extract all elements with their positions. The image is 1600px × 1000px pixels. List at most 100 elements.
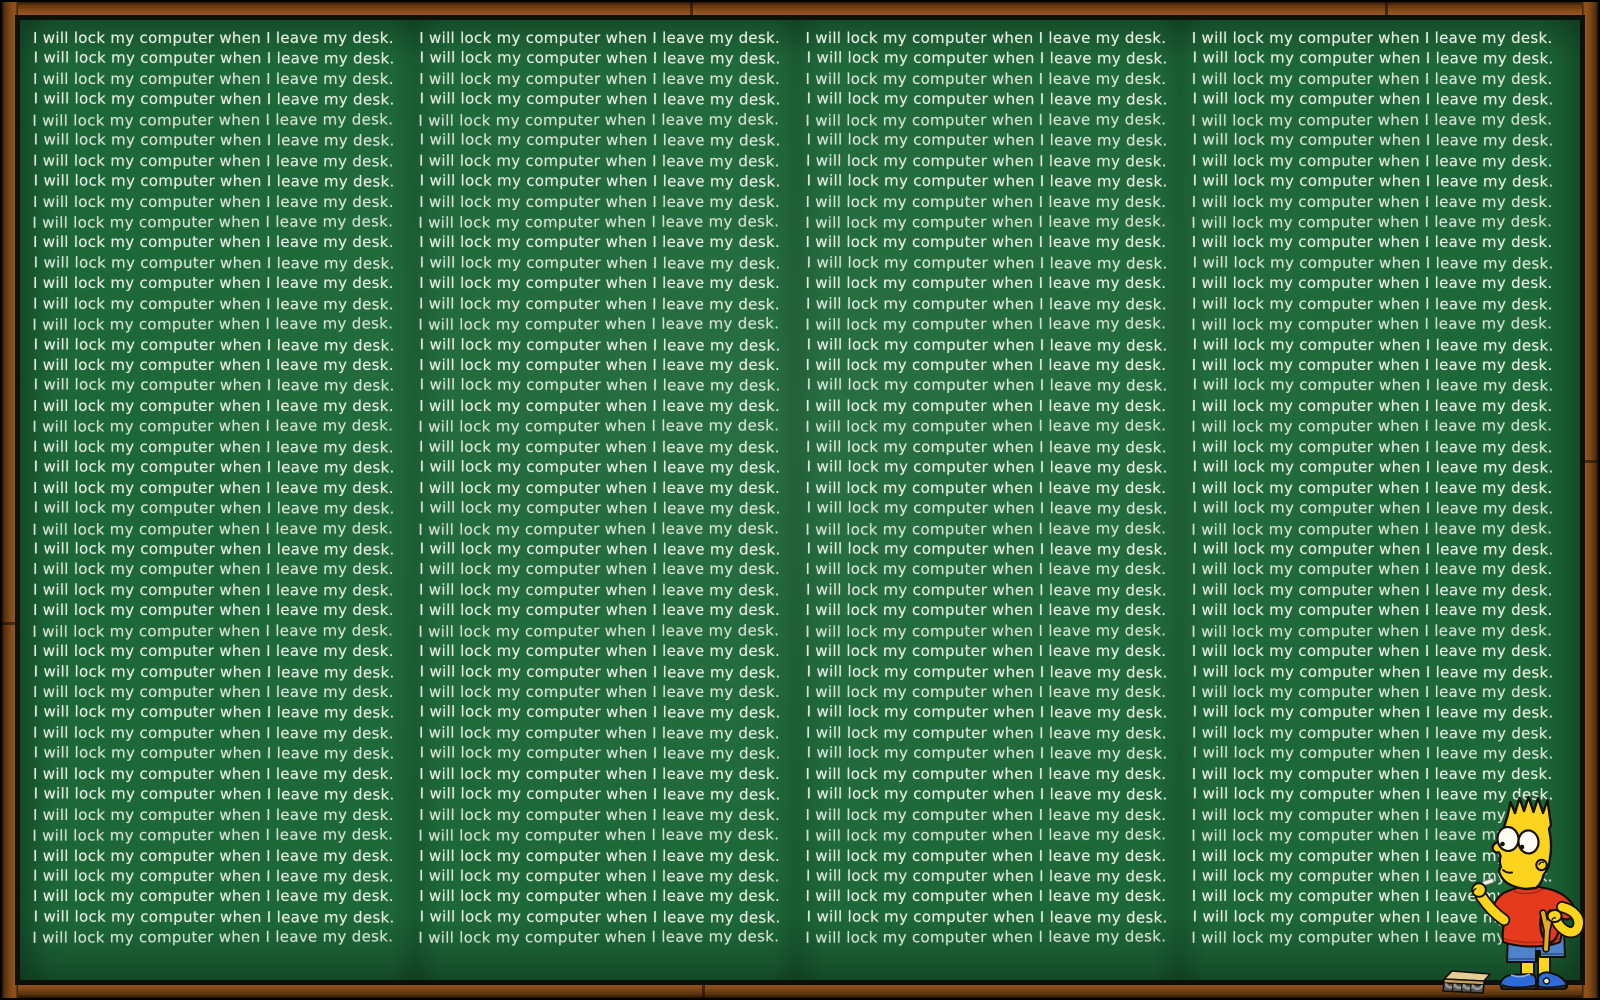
chalk-line: I will lock my computer when I leave my … bbox=[419, 642, 781, 661]
chalk-line: I will lock my computer when I leave my … bbox=[1191, 723, 1553, 743]
chalk-line: I will lock my computer when I leave my … bbox=[32, 294, 394, 314]
chalk-line: I will lock my computer when I leave my … bbox=[418, 825, 780, 845]
chalk-line: I will lock my computer when I leave my … bbox=[1192, 334, 1554, 355]
chalk-line: I will lock my computer when I leave my … bbox=[418, 314, 780, 334]
chalk-line: I will lock my computer when I leave my … bbox=[1192, 253, 1554, 273]
chalk-line: I will lock my computer when I leave my … bbox=[419, 437, 781, 457]
chalk-line: I will lock my computer when I leave my … bbox=[419, 294, 781, 314]
chalk-line: I will lock my computer when I leave my … bbox=[1192, 48, 1554, 68]
chalk-line: I will lock my computer when I leave my … bbox=[419, 29, 781, 47]
bart-head bbox=[1491, 795, 1553, 891]
chalk-line: I will lock my computer when I leave my … bbox=[33, 396, 394, 415]
wood-frame-right bbox=[1582, 2, 1598, 998]
chalk-line: I will lock my computer when I leave my … bbox=[805, 29, 1167, 47]
chalk-line: I will lock my computer when I leave my … bbox=[805, 396, 1167, 415]
chalk-line: I will lock my computer when I leave my … bbox=[806, 334, 1168, 355]
chalk-line: I will lock my computer when I leave my … bbox=[33, 702, 395, 722]
chalk-line: I will lock my computer when I leave my … bbox=[419, 743, 781, 763]
chalk-line: I will lock my computer when I leave my … bbox=[1191, 233, 1553, 252]
chalk-line: I will lock my computer when I leave my … bbox=[806, 702, 1168, 722]
chalk-line: I will lock my computer when I leave my … bbox=[33, 601, 394, 620]
chalk-line: I will lock my computer when I leave my … bbox=[805, 642, 1167, 661]
chalk-line: I will lock my computer when I leave my … bbox=[1191, 764, 1553, 783]
chalk-line: I will lock my computer when I leave my … bbox=[419, 69, 781, 88]
chalk-line: I will lock my computer when I leave my … bbox=[1192, 130, 1554, 150]
chalk-line: I will lock my computer when I leave my … bbox=[1191, 396, 1553, 415]
wood-frame-top bbox=[2, 2, 1598, 18]
chalk-line: I will lock my computer when I leave my … bbox=[32, 518, 394, 539]
chalk-line: I will lock my computer when I leave my … bbox=[805, 601, 1167, 620]
chalk-line: I will lock my computer when I leave my … bbox=[33, 743, 395, 763]
chalk-line: I will lock my computer when I leave my … bbox=[1192, 89, 1554, 109]
chalk-line: I will lock my computer when I leave my … bbox=[419, 601, 781, 620]
chalk-line: I will lock my computer when I leave my … bbox=[1191, 478, 1553, 497]
chalk-line: I will lock my computer when I leave my … bbox=[806, 784, 1168, 804]
chalk-line: I will lock my computer when I leave my … bbox=[419, 661, 781, 682]
frame-seam bbox=[1385, 2, 1388, 18]
chalk-line: I will lock my computer when I leave my … bbox=[33, 233, 394, 252]
chalk-line: I will lock my computer when I leave my … bbox=[32, 825, 394, 845]
chalk-line: I will lock my computer when I leave my … bbox=[33, 661, 395, 682]
chalk-line: I will lock my computer when I leave my … bbox=[33, 457, 395, 477]
chalk-line: I will lock my computer when I leave my … bbox=[804, 416, 1166, 437]
chalk-line: I will lock my computer when I leave my … bbox=[1191, 356, 1553, 374]
chalk-line: I will lock my computer when I leave my … bbox=[1192, 171, 1554, 191]
chalk-line: I will lock my computer when I leave my … bbox=[805, 294, 1167, 314]
chalk-line: I will lock my computer when I leave my … bbox=[805, 846, 1167, 865]
frame-seam bbox=[2, 622, 18, 625]
chalk-line: I will lock my computer when I leave my … bbox=[805, 69, 1167, 88]
chalk-line: I will lock my computer when I leave my … bbox=[806, 253, 1168, 273]
chalk-line: I will lock my computer when I leave my … bbox=[1192, 457, 1554, 477]
chalk-column: I will lock my computer when I leave my … bbox=[804, 28, 1177, 948]
chalk-line: I will lock my computer when I leave my … bbox=[32, 866, 394, 886]
chalk-line: I will lock my computer when I leave my … bbox=[419, 48, 781, 68]
chalk-line: I will lock my computer when I leave my … bbox=[418, 518, 780, 539]
chalk-line: I will lock my computer when I leave my … bbox=[1191, 621, 1553, 641]
chalk-line: I will lock my computer when I leave my … bbox=[419, 375, 781, 395]
frame-seam bbox=[702, 982, 705, 998]
chalk-line: I will lock my computer when I leave my … bbox=[1191, 29, 1553, 47]
chalk-line: I will lock my computer when I leave my … bbox=[419, 764, 781, 783]
chalk-line: I will lock my computer when I leave my … bbox=[804, 110, 1166, 130]
chalk-line: I will lock my computer when I leave my … bbox=[419, 130, 781, 150]
chalk-line: I will lock my computer when I leave my … bbox=[419, 887, 781, 906]
chalk-line: I will lock my computer when I leave my … bbox=[419, 171, 781, 191]
wood-frame-left bbox=[2, 2, 18, 998]
chalk-line: I will lock my computer when I leave my … bbox=[32, 723, 394, 743]
bart-pupil bbox=[1500, 841, 1505, 847]
chalkboard-eraser bbox=[1442, 970, 1491, 994]
chalk-line: I will lock my computer when I leave my … bbox=[1191, 642, 1553, 661]
chalk-line: I will lock my computer when I leave my … bbox=[805, 683, 1167, 701]
bart-left-arm bbox=[1471, 878, 1511, 927]
chalk-line: I will lock my computer when I leave my … bbox=[419, 866, 781, 886]
chalk-line: I will lock my computer when I leave my … bbox=[1191, 560, 1553, 579]
chalk-line: I will lock my computer when I leave my … bbox=[804, 927, 1166, 947]
chalk-line: I will lock my computer when I leave my … bbox=[804, 825, 1166, 845]
chalk-line: I will lock my computer when I leave my … bbox=[805, 192, 1167, 211]
chalk-line: I will lock my computer when I leave my … bbox=[32, 110, 394, 130]
chalk-line: I will lock my computer when I leave my … bbox=[805, 274, 1167, 293]
chalk-line: I will lock my computer when I leave my … bbox=[1191, 805, 1553, 824]
chalk-line: I will lock my computer when I leave my … bbox=[1191, 314, 1553, 334]
chalk-line: I will lock my computer when I leave my … bbox=[1191, 294, 1553, 314]
chalk-line: I will lock my computer when I leave my … bbox=[1192, 498, 1554, 518]
chalk-line: I will lock my computer when I leave my … bbox=[805, 887, 1167, 906]
chalk-line: I will lock my computer when I leave my … bbox=[33, 539, 395, 559]
chalk-line: I will lock my computer when I leave my … bbox=[806, 457, 1168, 477]
chalk-line: I will lock my computer when I leave my … bbox=[805, 805, 1167, 824]
chalk-line: I will lock my computer when I leave my … bbox=[805, 151, 1167, 170]
chalk-line: I will lock my computer when I leave my … bbox=[33, 48, 395, 68]
chalk-line: I will lock my computer when I leave my … bbox=[419, 478, 781, 497]
chalk-line: I will lock my computer when I leave my … bbox=[806, 743, 1168, 763]
chalk-line: I will lock my computer when I leave my … bbox=[805, 866, 1167, 886]
chalk-line: I will lock my computer when I leave my … bbox=[33, 560, 394, 579]
frame-seam bbox=[690, 2, 693, 18]
chalk-line: I will lock my computer when I leave my … bbox=[419, 233, 781, 252]
chalk-line: I will lock my computer when I leave my … bbox=[33, 784, 395, 804]
chalk-line: I will lock my computer when I leave my … bbox=[33, 130, 395, 150]
chalk-line: I will lock my computer when I leave my … bbox=[419, 683, 781, 701]
chalk-line: I will lock my computer when I leave my … bbox=[1191, 683, 1553, 701]
chalk-line: I will lock my computer when I leave my … bbox=[805, 233, 1167, 252]
chalk-line: I will lock my computer when I leave my … bbox=[419, 334, 781, 355]
